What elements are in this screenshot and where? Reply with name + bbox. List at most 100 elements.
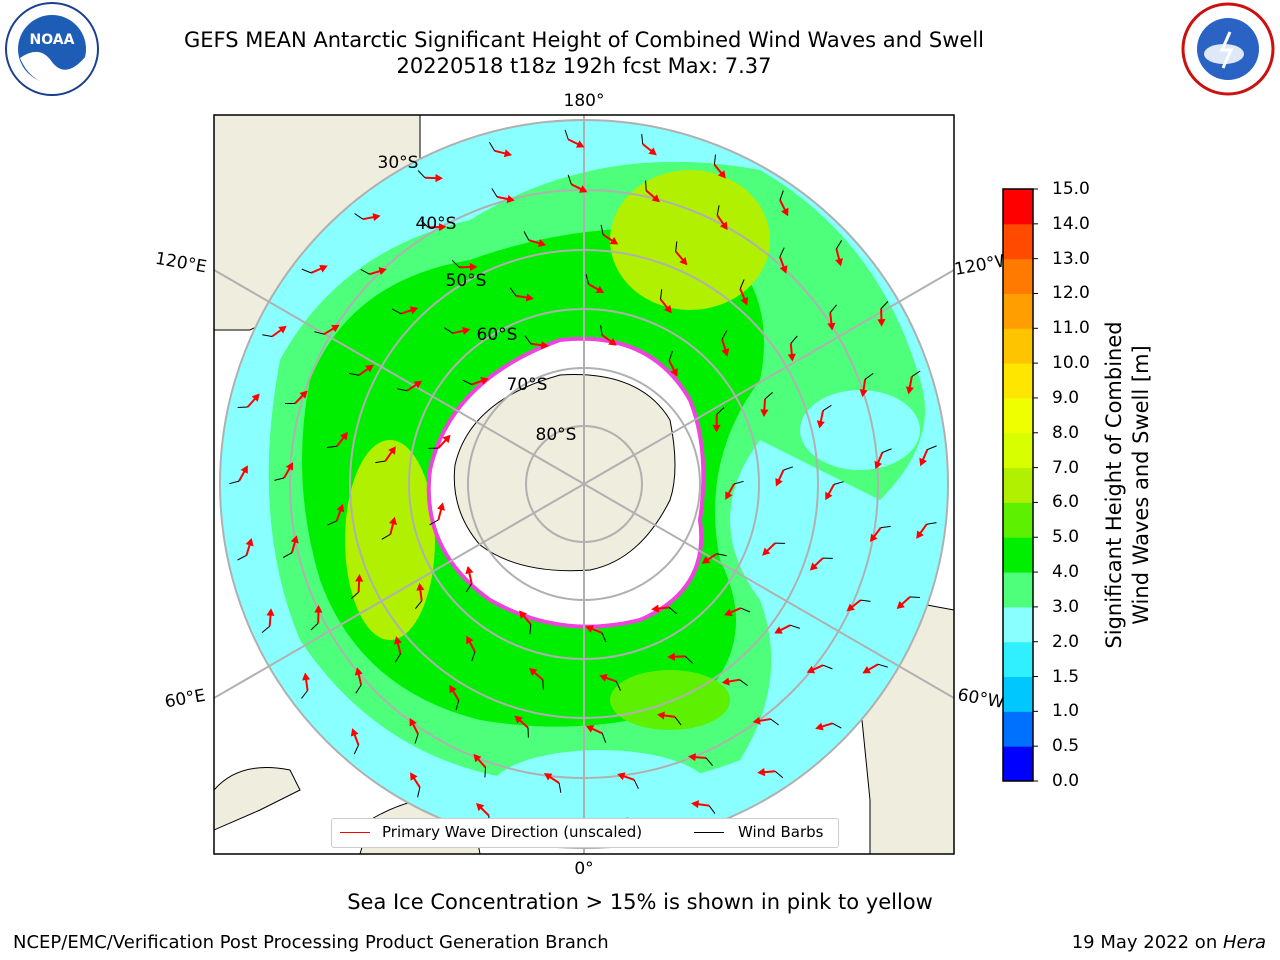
colorbar-segment [1003,432,1033,469]
wave-arrow-head [336,503,345,513]
colorbar-tick-label: 0.0 [1052,771,1080,791]
colorbar-tick-label: 11.0 [1052,318,1090,339]
wave-arrow-head [372,213,381,222]
colorbar-tick-label: 3.0 [1052,596,1080,617]
wind-barb [524,335,532,344]
wind-barb [327,520,337,526]
colorbar-tick-label: 8.0 [1052,422,1080,443]
colorbar-segment [1003,293,1033,329]
wind-barb [790,335,798,344]
wind-barb [564,129,569,140]
wave-arrow-head [825,491,833,501]
wave-arrow-head [762,547,771,556]
colorbar-segment [1003,328,1033,364]
wave-arrow-head [266,608,275,616]
wave-arrow-head [874,460,883,470]
colorbar-tick-label: 13.0 [1052,248,1090,269]
wave-arrow-head [775,477,783,487]
wind-barb [668,607,678,615]
wave-arrow-head [919,457,927,467]
wave-arrow-head [575,140,585,148]
wind-barb [262,334,273,337]
wave-arrow-head [806,665,816,674]
lon-label-lower-left: 60°E [163,686,207,713]
colorbar-tick-label: 10.0 [1052,353,1090,374]
wave-arrow-head [388,446,396,455]
wave-arrow-head [585,725,595,733]
wave-direction-arrows [229,129,937,839]
wind-barb [465,583,473,593]
wave-arrow-head [688,753,696,762]
wind-barb [429,519,439,526]
wave-arrow-head [578,185,588,193]
wave-arrow-head [365,364,374,373]
wind-barb [645,180,647,191]
wind-barb [282,552,293,558]
wave-arrow-head [779,265,788,274]
wind-barb [585,274,590,285]
wave-arrow-head [506,195,515,204]
wave-arrow-head [757,768,766,777]
wind-barb [451,259,460,268]
wave-arrow-head [724,608,733,617]
wave-arrow-head [657,711,665,720]
wind-barb [909,596,921,598]
wind-barb [355,684,362,694]
wave-arrow-head [540,341,549,350]
colorbar-segment [1003,258,1033,294]
wave-arrow-head [869,533,878,543]
wind-barb [455,700,460,711]
wave-arrow-head [609,237,619,245]
wave-arrow-head [514,715,523,724]
colorbar-segment [1003,363,1033,399]
wave-arrow-head [846,603,855,612]
wind-barb [705,757,713,767]
colorbar-tick-label: 7.0 [1052,457,1080,478]
wind-barb [822,404,832,412]
wave-arrow-head [916,530,924,539]
wind-barb [523,231,530,241]
wave-arrow-head [663,304,672,314]
wind-barb [660,289,663,300]
wave-arrow-head [725,491,733,500]
wave-arrow-head [859,389,868,398]
wave-arrow-head [809,562,818,571]
colorbar-tick-label: 5.0 [1052,527,1080,548]
wind-barb [397,388,408,392]
wind-barb [354,213,364,220]
wave-arrow-head [413,380,423,389]
colorbar-tick-label: 14.0 [1052,213,1090,234]
wave-arrow-head [787,353,796,362]
wind-barb [739,279,745,289]
wave-arrow-head [466,635,474,645]
colorbar-segment [1003,746,1033,782]
wind-barb [375,460,386,464]
wave-arrow-head [319,264,328,273]
wind-barb [774,770,784,779]
wave-arrow-head [690,800,700,809]
wind-barb [391,308,402,315]
wave-arrow-head [670,368,678,377]
wave-arrow-head [331,324,340,333]
footer-date: 19 May 2022 on Hera [1072,932,1266,953]
wind-barb [274,477,285,481]
colorbar-segment [1003,676,1033,712]
wind-barb [615,681,621,691]
wave-arrow-head [905,386,914,395]
wave-arrow-head [435,173,443,183]
chart-subtitle: 20220518 t18z 192h fcst Max: 7.37 [396,54,772,78]
wind-barb [877,663,888,668]
wave-arrow-head [781,207,789,217]
wave-arrow-head [667,652,675,661]
chart-title: GEFS MEAN Antarctic Significant Height o… [183,28,985,52]
wave-arrow-head [409,717,417,727]
wind-barb [733,480,744,485]
footer-date-text: 19 May 2022 on [1071,932,1223,953]
wind-barb [414,733,419,744]
colorbar-tick-label: 9.0 [1052,387,1080,408]
wave-arrow-head [416,582,425,591]
wind-barb [770,718,779,726]
wind-barb [668,350,673,361]
colorbar-segment [1003,711,1033,747]
wind-barb [444,327,453,334]
